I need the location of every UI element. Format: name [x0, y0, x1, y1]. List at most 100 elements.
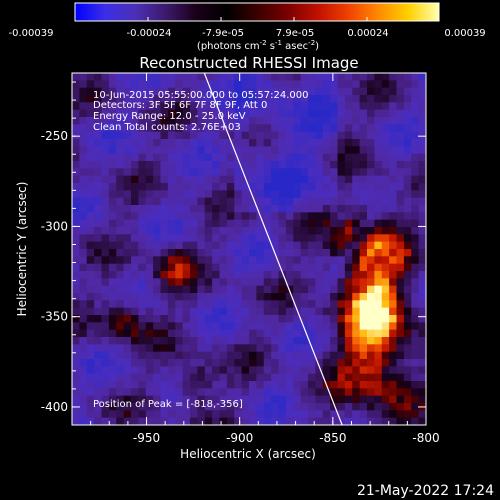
heatmap-cell	[131, 109, 139, 118]
heatmap-cell	[131, 395, 139, 404]
heatmap-cell	[138, 337, 147, 345]
heatmap-cell	[249, 197, 257, 206]
heatmap-cell	[116, 395, 125, 404]
heatmap-cell	[403, 307, 412, 316]
heatmap-cell	[197, 366, 206, 375]
heatmap-cell	[271, 212, 280, 221]
heatmap-cell	[271, 227, 280, 235]
heatmap-cell	[123, 300, 132, 309]
heatmap-cell	[160, 381, 169, 389]
heatmap-cell	[226, 285, 235, 294]
heatmap-cell	[108, 359, 117, 367]
heatmap-cell	[204, 153, 213, 162]
heatmap-cell	[167, 146, 176, 155]
heatmap-cell	[389, 410, 398, 419]
heatmap-cell	[72, 80, 80, 89]
heatmap-cell	[278, 351, 287, 360]
colorbar-tick-label: 0.00039	[444, 28, 485, 39]
heatmap-cell	[359, 102, 368, 111]
heatmap-cell	[212, 271, 221, 279]
heatmap-cell	[374, 102, 383, 111]
heatmap-cell	[418, 293, 426, 301]
heatmap-cell	[374, 161, 383, 169]
heatmap-cell	[300, 359, 309, 367]
heatmap-cell	[167, 102, 176, 111]
heatmap-cell	[256, 351, 265, 360]
heatmap-cell	[241, 168, 250, 177]
heatmap-cell	[182, 322, 191, 331]
heatmap-cell	[344, 315, 353, 323]
heatmap-cell	[285, 307, 294, 316]
heatmap-cell	[182, 366, 191, 375]
heatmap-cell	[79, 285, 88, 294]
heatmap-cell	[300, 322, 309, 331]
heatmap-cell	[322, 285, 331, 294]
heatmap-cell	[79, 131, 88, 140]
heatmap-cell	[322, 293, 331, 301]
heatmap-cell	[367, 241, 375, 250]
heatmap-cell	[145, 190, 154, 199]
heatmap-cell	[285, 190, 294, 199]
heatmap-cell	[167, 161, 176, 169]
heatmap-cell	[241, 139, 250, 147]
heatmap-cell	[315, 410, 324, 419]
heatmap-cell	[153, 168, 162, 177]
heatmap-cell	[153, 417, 162, 425]
heatmap-cell	[315, 278, 324, 287]
heatmap-cell	[344, 329, 353, 338]
heatmap-cell	[418, 307, 426, 316]
heatmap-cell	[145, 131, 154, 140]
heatmap-cell	[212, 322, 221, 331]
heatmap-cell	[204, 227, 213, 235]
heatmap-cell	[359, 219, 368, 228]
heatmap-cell	[300, 139, 309, 147]
heatmap-cell	[79, 153, 88, 162]
heatmap-cell	[278, 80, 287, 89]
heatmap-cell	[403, 190, 412, 199]
heatmap-cell	[101, 212, 110, 221]
heatmap-cell	[197, 403, 206, 411]
heatmap-cell	[138, 293, 147, 301]
heatmap-cell	[293, 417, 302, 425]
heatmap-cell	[308, 373, 316, 382]
heatmap-cell	[197, 190, 206, 199]
heatmap-cell	[278, 373, 287, 382]
heatmap-cell	[359, 249, 368, 257]
heatmap-cell	[285, 373, 294, 382]
heatmap-cell	[219, 322, 228, 331]
heatmap-cell	[271, 263, 280, 272]
heatmap-cell	[153, 315, 162, 323]
heatmap-cell	[123, 87, 132, 96]
heatmap-cell	[131, 205, 139, 213]
heatmap-cell	[308, 241, 316, 250]
heatmap-cell	[241, 315, 250, 323]
heatmap-cell	[72, 366, 80, 375]
heatmap-cell	[175, 87, 184, 96]
heatmap-cell	[123, 395, 132, 404]
heatmap-cell	[167, 249, 176, 257]
heatmap-cell	[197, 227, 206, 235]
heatmap-cell	[226, 219, 235, 228]
heatmap-cell	[285, 212, 294, 221]
heatmap-cell	[367, 322, 375, 331]
heatmap-cell	[381, 190, 390, 199]
heatmap-cell	[359, 344, 368, 353]
heatmap-cell	[86, 285, 95, 294]
heatmap-cell	[94, 73, 103, 81]
heatmap-cell	[167, 359, 176, 367]
heatmap-cell	[234, 359, 243, 367]
heatmap-cell	[167, 307, 176, 316]
heatmap-cell	[293, 80, 302, 89]
heatmap-cell	[226, 373, 235, 382]
heatmap-cell	[101, 139, 110, 147]
heatmap-cell	[123, 190, 132, 199]
heatmap-cell	[219, 205, 228, 213]
heatmap-cell	[182, 285, 191, 294]
heatmap-cell	[160, 175, 169, 184]
heatmap-cell	[153, 131, 162, 140]
heatmap-cell	[315, 175, 324, 184]
heatmap-cell	[285, 271, 294, 279]
heatmap-cell	[249, 73, 257, 81]
heatmap-cell	[278, 278, 287, 287]
heatmap-cell	[374, 124, 383, 133]
